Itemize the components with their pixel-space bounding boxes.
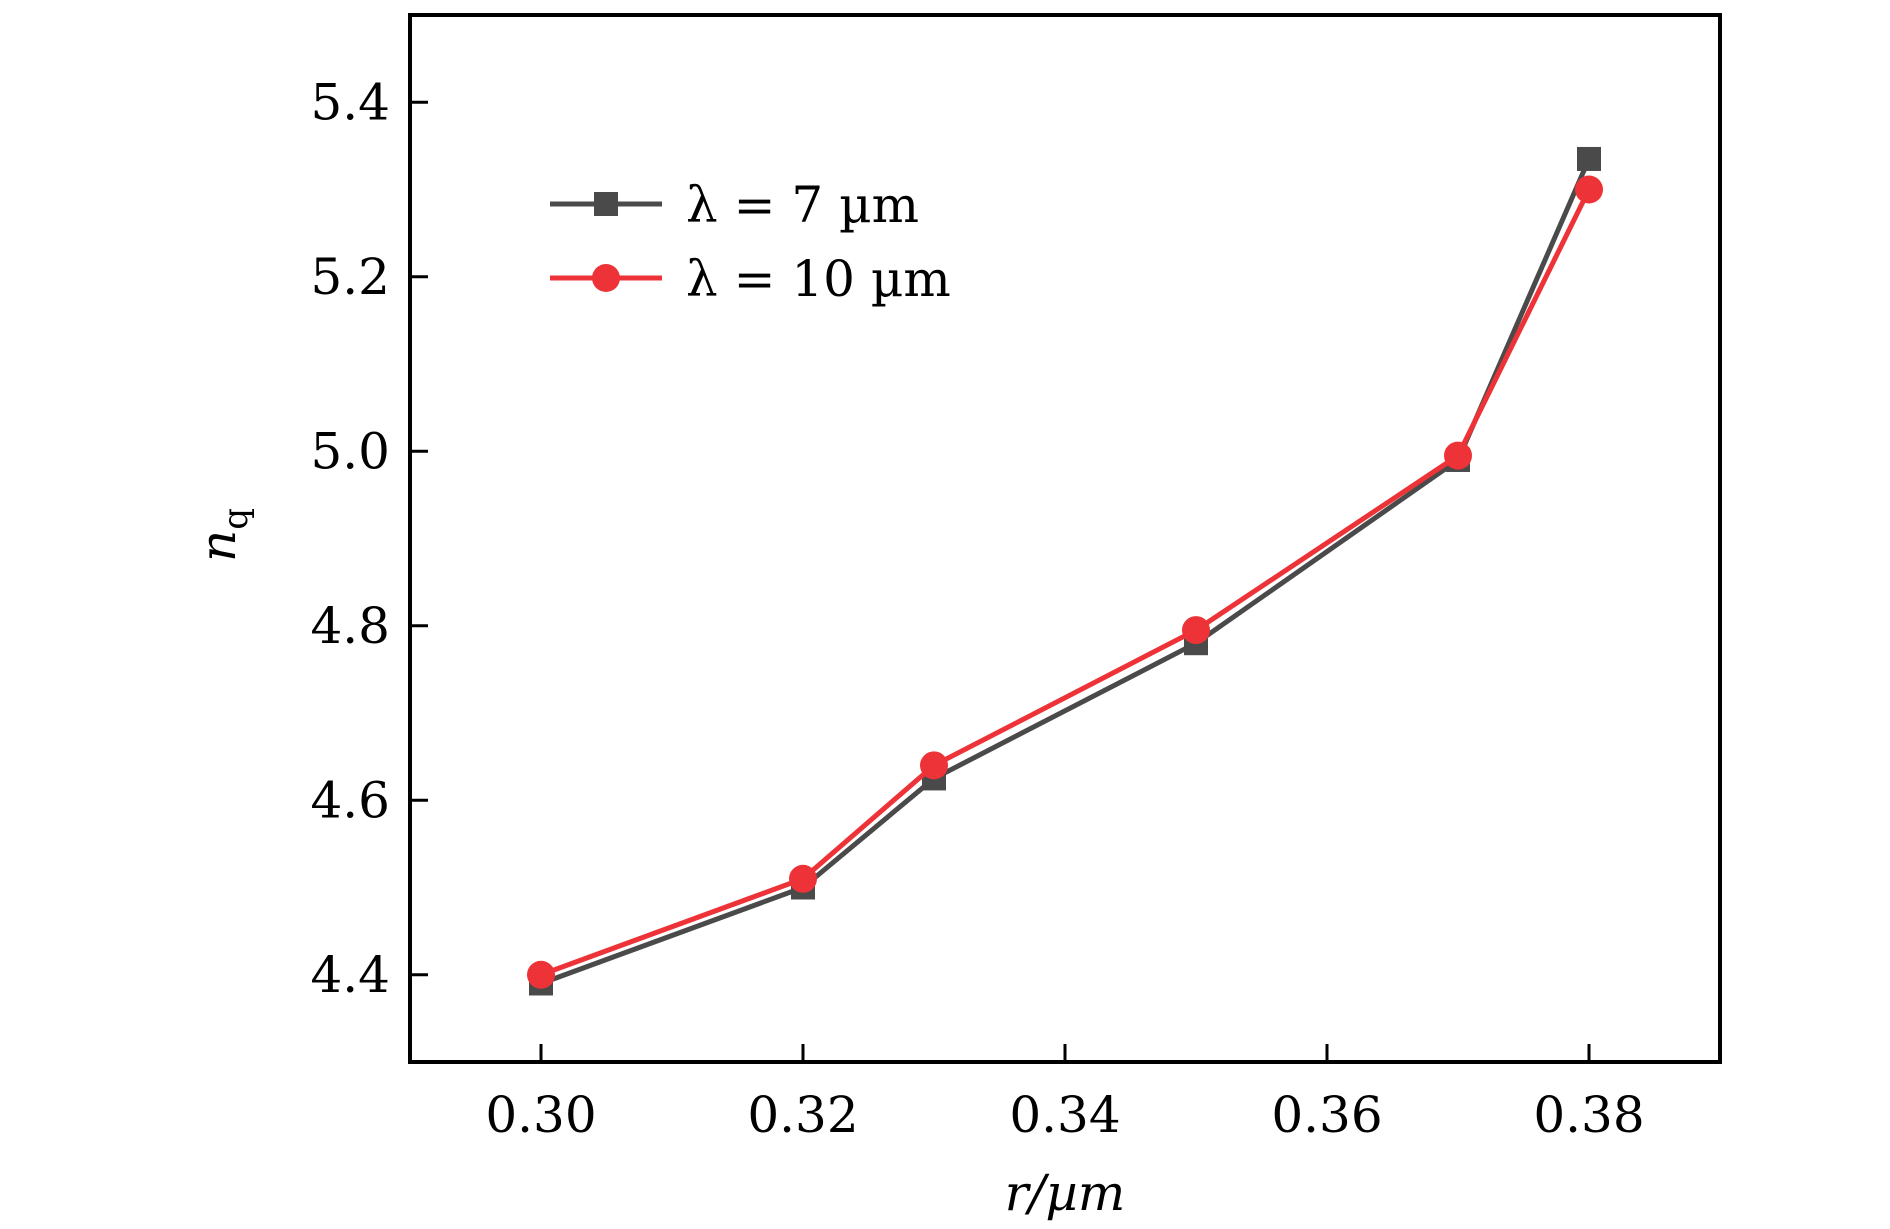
y-tick-label: 5.2 xyxy=(310,248,390,306)
y-axis-label-sub: q xyxy=(216,508,256,530)
legend-item-lambda-10: λ = 10 µm xyxy=(550,250,951,308)
x-ticks: 0.30 0.32 0.34 0.36 0.38 xyxy=(485,1044,1645,1144)
y-tick-label: 4.8 xyxy=(310,597,390,655)
y-tick-label: 5.0 xyxy=(310,422,390,480)
y-tick-label: 4.6 xyxy=(310,771,390,829)
legend-marker-square xyxy=(594,192,618,216)
x-axis-label: r/µm xyxy=(1005,1164,1126,1222)
y-ticks: 4.4 4.6 4.8 5.0 5.2 5.4 xyxy=(310,73,428,1004)
svg-text:nq: nq xyxy=(189,508,256,562)
data-point-circle xyxy=(1444,441,1472,470)
x-tick-label: 0.36 xyxy=(1271,1086,1382,1144)
x-tick-label: 0.30 xyxy=(485,1086,596,1144)
data-point-circle xyxy=(1182,616,1210,645)
y-tick-label: 5.4 xyxy=(310,73,390,131)
legend: λ = 7 µm λ = 10 µm xyxy=(550,176,951,308)
data-point-circle xyxy=(1575,175,1603,204)
legend-label-lambda-10: λ = 10 µm xyxy=(686,250,951,308)
plot-frame xyxy=(408,13,1722,1064)
data-point-square xyxy=(1577,146,1601,171)
data-point-circle xyxy=(527,960,555,989)
y-tick-label: 4.4 xyxy=(310,946,390,1004)
series-line xyxy=(540,188,1592,978)
legend-label-lambda-7: λ = 7 µm xyxy=(686,176,919,234)
legend-marker-circle xyxy=(592,264,620,292)
series-lambda-10 xyxy=(527,175,1603,989)
plot-layer xyxy=(527,146,1603,996)
data-point-circle xyxy=(920,751,948,780)
y-axis-label-main: n xyxy=(189,530,247,562)
legend-item-lambda-7: λ = 7 µm xyxy=(550,176,919,234)
x-tick-label: 0.38 xyxy=(1533,1086,1644,1144)
x-tick-label: 0.34 xyxy=(1009,1086,1120,1144)
x-tick-label: 0.32 xyxy=(747,1086,858,1144)
y-axis-label: nq xyxy=(189,508,256,562)
data-point-circle xyxy=(789,864,817,893)
